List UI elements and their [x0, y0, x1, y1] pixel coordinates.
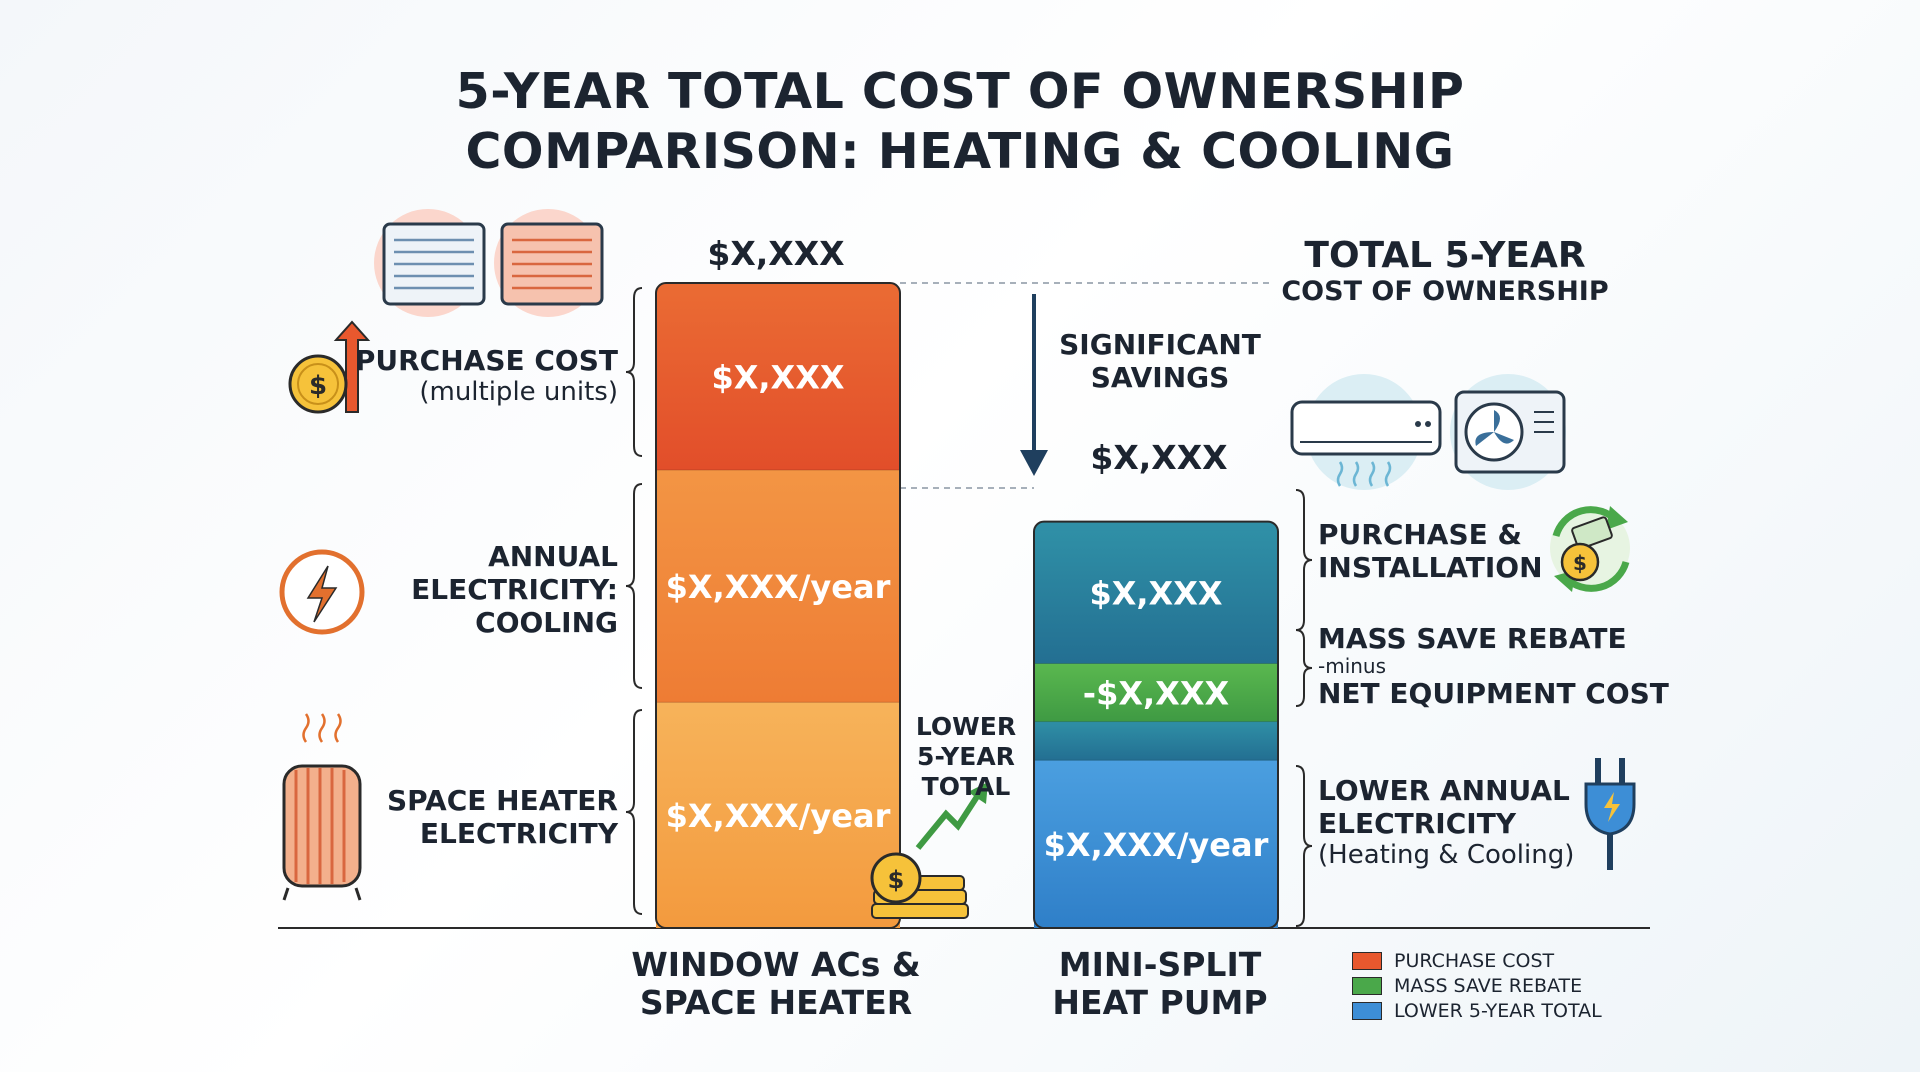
category-label-window-ac: WINDOW ACs & SPACE HEATER	[600, 946, 952, 1022]
mini-split-indoor-unit-icon	[1290, 374, 1442, 490]
legend-swatch	[1352, 1002, 1382, 1020]
annotation-space-heater: SPACE HEATER ELECTRICITY	[380, 784, 618, 850]
right-bar-total: $X,XXX	[1090, 438, 1228, 477]
right-bar-segment-1	[1034, 721, 1278, 761]
right-bar-segment-2	[1034, 663, 1278, 722]
svg-text:$: $	[888, 866, 905, 894]
left-bar-segment-2	[656, 293, 900, 471]
left-bar-segment-label-1: $X,XXX/year	[666, 568, 891, 606]
brace-cooling	[625, 483, 643, 689]
left-bar-segment-1	[656, 470, 900, 703]
annotation-purchase-cost: PURCHASE COST (multiple units)	[300, 344, 618, 408]
lower-total-line-2: 5-YEAR	[917, 742, 1015, 771]
left-bar-total: $X,XXX	[707, 234, 845, 273]
purchase-cost-label: PURCHASE COST	[354, 344, 618, 377]
total-5yr-sub: COST OF OWNERSHIP	[1281, 276, 1609, 307]
title-line-1: 5-YEAR TOTAL COST OF OWNERSHIP	[455, 63, 1465, 120]
annotation-savings: SIGNIFICANT SAVINGS	[1040, 328, 1280, 394]
category-minisplit-line-2: HEAT PUMP	[1052, 983, 1268, 1022]
legend-item-purchase: PURCHASE COST	[1352, 950, 1554, 972]
category-window-line-1: WINDOW ACs &	[631, 945, 921, 984]
lower-elec-line-1: LOWER ANNUAL	[1318, 774, 1570, 807]
space-heater-icon	[282, 713, 362, 901]
right-bar-segment-label-0: $X,XXX/year	[1044, 826, 1269, 864]
right-bar-segment-label-3: $X,XXX	[1089, 575, 1222, 613]
annotation-lower-total: LOWER 5-YEAR TOTAL	[906, 712, 1026, 802]
legend-swatch	[1352, 952, 1382, 970]
rebate-title: MASS SAVE REBATE	[1318, 622, 1627, 655]
purchase-install-line-2: INSTALLATION	[1318, 551, 1543, 584]
electric-plug-icon	[1584, 758, 1636, 870]
category-label-mini-split: MINI-SPLIT HEAT PUMP	[1010, 946, 1310, 1022]
legend-item-lower-total: LOWER 5-YEAR TOTAL	[1352, 1000, 1602, 1022]
left-bar-frame	[655, 282, 901, 929]
annotation-purchase-install: PURCHASE & INSTALLATION	[1318, 518, 1543, 584]
cooling-line-2: ELECTRICITY:	[411, 573, 618, 606]
svg-text:$: $	[309, 371, 327, 401]
savings-arrow	[1020, 294, 1048, 476]
right-bar-segment-3	[1034, 531, 1278, 664]
annotation-lower-elec: LOWER ANNUAL ELECTRICITY (Heating & Cool…	[1318, 774, 1574, 871]
svg-text:$: $	[1573, 551, 1587, 575]
legend-label: MASS SAVE REBATE	[1394, 975, 1583, 997]
lower-total-line-1: LOWER	[915, 712, 1017, 741]
purchase-cost-sub: (multiple units)	[419, 377, 618, 407]
annotation-total-5yr: TOTAL 5-YEAR COST OF OWNERSHIP	[1270, 236, 1620, 308]
outdoor-condenser-icon	[1450, 374, 1566, 490]
title-line-2: COMPARISON: HEATING & COOLING	[465, 123, 1455, 180]
lower-total-line-3: TOTAL	[921, 772, 1011, 801]
right-bar-segment-label-2: -$X,XXX	[1083, 675, 1230, 713]
right-bar-frame	[1033, 520, 1279, 930]
category-minisplit-line-1: MINI-SPLIT	[1058, 945, 1262, 984]
window-ac-icon	[374, 209, 604, 317]
cooling-line-3: COOLING	[475, 606, 618, 639]
brace-lower-elec	[1295, 765, 1313, 927]
right-bar-segment-0	[1034, 760, 1278, 928]
brace-heater	[625, 709, 643, 915]
lower-elec-line-2: ELECTRICITY	[1318, 807, 1517, 840]
heater-line-2: ELECTRICITY	[419, 817, 618, 850]
legend-swatch	[1352, 977, 1382, 995]
legend-label: PURCHASE COST	[1394, 950, 1555, 972]
brace-rebate	[1295, 629, 1313, 707]
money-recycle-icon: $	[1550, 506, 1630, 592]
brace-purchase-install	[1295, 489, 1313, 631]
savings-line-2: SAVINGS	[1090, 361, 1230, 394]
cooling-line-1: ANNUAL	[488, 540, 618, 573]
dollar-arrow-up-icon: $	[288, 320, 371, 414]
total-5yr-title: TOTAL 5-YEAR	[1304, 235, 1586, 276]
annotation-rebate: MASS SAVE REBATE -minus NET EQUIPMENT CO…	[1318, 622, 1669, 710]
savings-line-1: SIGNIFICANT	[1059, 328, 1261, 361]
chart-title: 5-YEAR TOTAL COST OF OWNERSHIP COMPARISO…	[0, 62, 1920, 182]
left-bar-segment-label-2: $X,XXX	[711, 359, 844, 397]
left-bar-segment-0	[656, 702, 900, 928]
annotation-annual-cooling: ANNUAL ELECTRICITY: COOLING	[380, 540, 618, 639]
legend-label: LOWER 5-YEAR TOTAL	[1394, 1000, 1602, 1022]
rebate-minus: -minus	[1318, 654, 1387, 678]
left-bar-segment-label-0: $X,XXX/year	[666, 797, 891, 835]
heater-line-1: SPACE HEATER	[386, 784, 618, 817]
legend-item-rebate: MASS SAVE REBATE	[1352, 975, 1582, 997]
rebate-net: NET EQUIPMENT COST	[1318, 677, 1669, 710]
coins-growth-icon: $	[870, 782, 988, 919]
lower-elec-sub: (Heating & Cooling)	[1318, 840, 1575, 870]
purchase-install-line-1: PURCHASE &	[1318, 518, 1522, 551]
lightning-bolt-icon	[279, 549, 365, 635]
category-window-line-2: SPACE HEATER	[639, 983, 913, 1022]
brace-purchase	[625, 287, 643, 457]
